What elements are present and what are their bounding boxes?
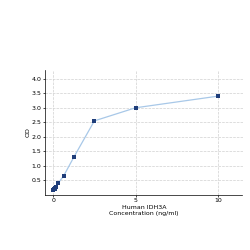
Point (134, 106, 138, 110)
Point (92, 119, 96, 123)
Point (52, 187, 56, 191)
Point (72, 155, 76, 159)
Point (53, 186, 57, 190)
Point (56, 181, 60, 185)
X-axis label: Human IDH3A
Concentration (ng/ml): Human IDH3A Concentration (ng/ml) (109, 205, 178, 216)
Point (51, 188, 55, 192)
Point (54, 186, 58, 190)
Point (52, 187, 56, 191)
Point (62, 174, 66, 178)
Y-axis label: OD: OD (25, 128, 30, 138)
Point (216, 94, 220, 98)
